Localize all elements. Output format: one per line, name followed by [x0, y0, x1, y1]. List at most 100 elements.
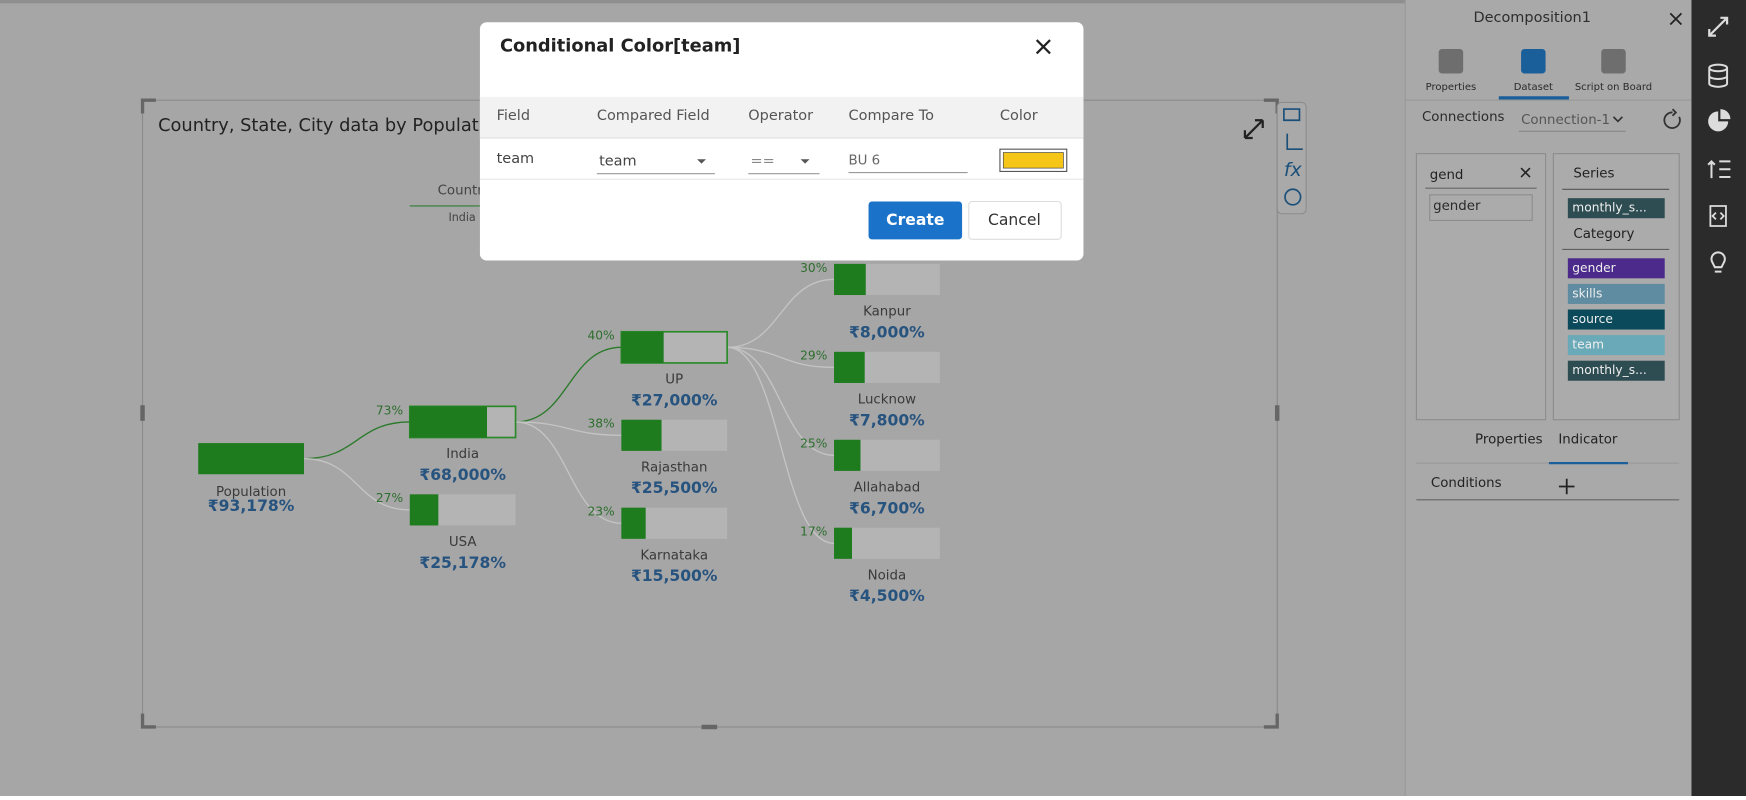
bottom-tab[interactable]: Properties: [1475, 433, 1543, 448]
create-button[interactable]: [868, 201, 963, 240]
dialog-title: Conditional Color[team]: [500, 36, 740, 57]
node-label: Noida: [868, 569, 907, 584]
column-header: Compare To: [849, 108, 935, 124]
node-share: 73%: [376, 403, 403, 417]
field-tag-label[interactable]: skills: [1572, 286, 1602, 300]
node-share: 40%: [587, 329, 614, 343]
operator-dropdown[interactable]: ==: [751, 153, 775, 169]
category-heading: Category: [1573, 227, 1634, 242]
frame-corner: [140, 98, 156, 114]
node-fill: [409, 494, 439, 526]
node-share: 29%: [800, 349, 827, 363]
node-fill: [198, 443, 304, 475]
toolbar-icon[interactable]: [1284, 188, 1302, 206]
field-tag[interactable]: [1567, 335, 1665, 356]
add-condition[interactable]: [1558, 478, 1575, 495]
toolbar-icon[interactable]: fx: [1284, 159, 1303, 181]
refresh-icon[interactable]: [1663, 108, 1681, 129]
cancel-label: Cancel: [988, 211, 1041, 229]
node-fill: [409, 406, 487, 438]
node-value: ₹8,000%: [849, 323, 925, 341]
node-label: India: [446, 447, 479, 462]
connector: [727, 346, 835, 457]
node-fill: [834, 351, 865, 383]
field-tag-label[interactable]: gender: [1572, 261, 1616, 275]
connections-label: Connections: [1422, 110, 1505, 125]
node-label: USA: [449, 535, 478, 550]
clear-search[interactable]: [1520, 167, 1531, 178]
field-tag[interactable]: [1567, 360, 1665, 381]
node-value: ₹6,700%: [849, 499, 925, 517]
connector: [515, 421, 622, 436]
expand-icon[interactable]: [1243, 119, 1264, 140]
chart-title: Country, State, City data by Population: [158, 115, 506, 136]
top-edge: [0, 0, 1406, 4]
field-tag-label[interactable]: monthly_s...: [1572, 363, 1647, 377]
connector: [727, 346, 835, 369]
result-label[interactable]: gender: [1433, 199, 1481, 214]
bottom-tab[interactable]: Indicator: [1558, 433, 1618, 448]
node-label: Karnataka: [640, 549, 708, 564]
connector: [727, 346, 835, 544]
panel-tab[interactable]: Properties: [1426, 82, 1477, 93]
search-input[interactable]: gend: [1430, 168, 1464, 183]
tab-icon[interactable]: [1521, 48, 1546, 74]
tab-icon[interactable]: [1438, 48, 1464, 74]
icon-script[interactable]: [1709, 205, 1727, 227]
frame-corner: [1263, 713, 1279, 729]
column-header: Compared Field: [597, 108, 710, 124]
icon-pie[interactable]: [1708, 109, 1731, 132]
connector: [303, 421, 410, 460]
column-header: Color: [1000, 108, 1038, 124]
node-fill: [621, 419, 662, 451]
node-value: ₹93,178%: [208, 497, 295, 515]
panel-close[interactable]: [1669, 12, 1683, 26]
chart-toolbar: [1276, 101, 1307, 215]
result-item[interactable]: [1429, 194, 1533, 221]
node-label: Rajasthan: [641, 461, 707, 476]
node-value: ₹25,500%: [631, 479, 718, 497]
caret: [697, 159, 706, 164]
node-label: UP: [665, 373, 683, 388]
icon-list[interactable]: [1707, 160, 1731, 179]
dialog: [479, 22, 1084, 261]
field-tag[interactable]: [1567, 198, 1665, 219]
node-share: 30%: [800, 261, 827, 275]
icon-bulb[interactable]: [1710, 251, 1726, 273]
resize-handle: [1274, 405, 1280, 421]
panel-tab[interactable]: Dataset: [1514, 82, 1553, 93]
color-swatch: [1002, 152, 1064, 169]
cancel-button[interactable]: [968, 200, 1062, 240]
node-fill: [834, 439, 861, 471]
close-button[interactable]: [1035, 39, 1051, 55]
icon-database[interactable]: [1708, 63, 1729, 88]
node-value: ₹25,178%: [419, 554, 506, 572]
node-value: ₹7,800%: [849, 411, 925, 429]
node-share: 25%: [800, 437, 827, 451]
node-value: ₹27,000%: [631, 391, 718, 409]
series-heading: Series: [1573, 167, 1614, 182]
level-header: Country: [438, 183, 491, 198]
connector: [727, 278, 835, 349]
field-tag[interactable]: [1567, 309, 1665, 330]
tab-icon[interactable]: [1601, 48, 1626, 74]
icon-bar: [1691, 0, 1746, 796]
panel-tab[interactable]: Script on Board: [1575, 82, 1652, 93]
toolbar-icon[interactable]: [1286, 133, 1303, 151]
caret: [1612, 116, 1623, 123]
compared-field-dropdown[interactable]: team: [599, 153, 637, 169]
field-tag[interactable]: [1567, 283, 1665, 304]
node-fill: [621, 507, 646, 539]
field-tag-label[interactable]: monthly_s...: [1572, 201, 1647, 215]
toolbar-icon[interactable]: [1283, 108, 1301, 122]
node-value: ₹68,000%: [419, 466, 506, 484]
field-tag-label[interactable]: source: [1572, 312, 1613, 326]
level-value: India: [448, 211, 475, 224]
field-tag[interactable]: [1567, 258, 1665, 279]
node-label: Kanpur: [863, 305, 911, 320]
icon-expand[interactable]: [1708, 16, 1729, 37]
connection-dropdown[interactable]: Connection-1: [1521, 113, 1610, 128]
compare-to-input[interactable]: BU 6: [849, 153, 881, 168]
field-tag-label[interactable]: team: [1572, 338, 1604, 352]
